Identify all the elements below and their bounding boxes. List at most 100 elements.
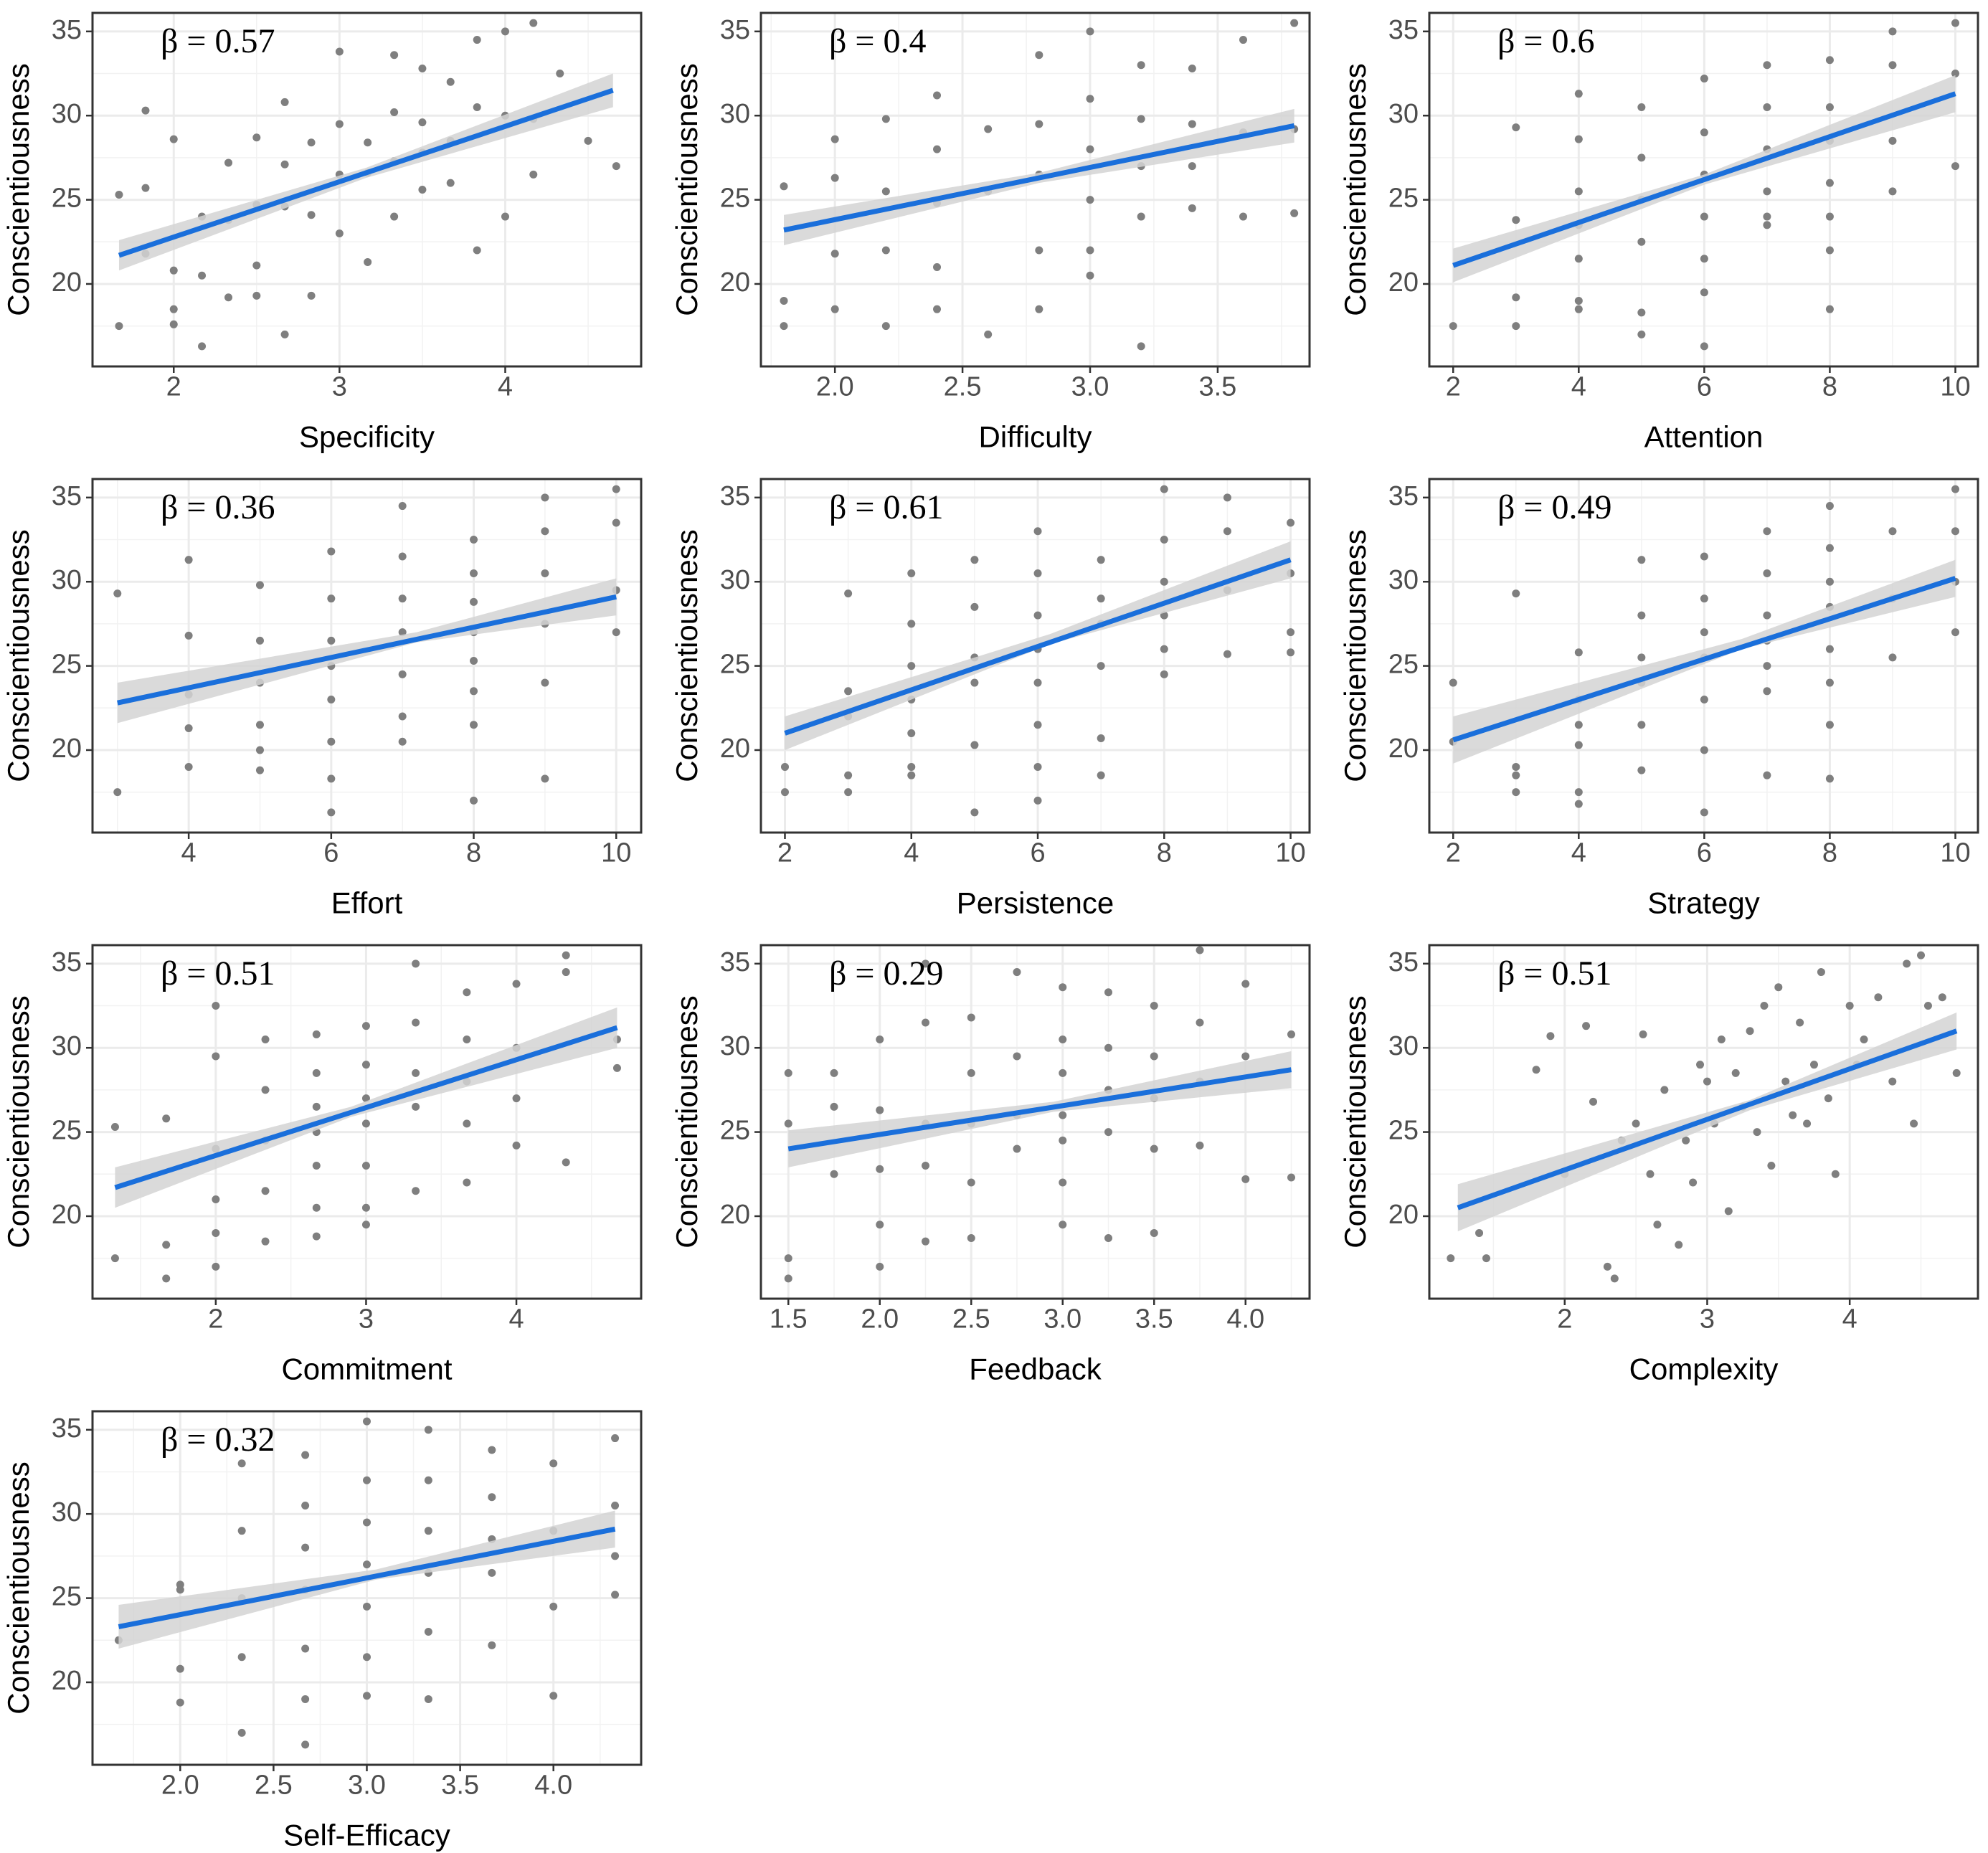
point [361,1119,370,1128]
point [212,1228,220,1237]
point [1825,577,1834,586]
x-axis-title: Strategy [1647,886,1759,919]
y-tick-label: 30 [52,99,82,129]
point [1746,1027,1754,1036]
point [1512,788,1520,797]
y-tick-label: 20 [720,734,750,764]
x-tick-label: 2 [166,371,181,402]
point [1637,653,1646,662]
point [1888,653,1897,662]
point [1888,27,1897,36]
panel: 20 25 30 35 4 6 8 10 β = 0.36 Effort Conscientious… [1,478,643,919]
point [1574,800,1583,808]
point [844,788,853,797]
point [549,1459,558,1468]
point [541,569,549,577]
point [1731,1068,1740,1077]
point [470,569,478,577]
y-tick-label: 35 [1388,481,1419,511]
fit-line [118,1526,616,1629]
x-tick-label: 2 [777,838,792,868]
point [252,291,261,300]
point [1781,1077,1790,1086]
point [1951,19,1959,27]
point [327,808,336,817]
point [1223,493,1231,502]
point [1512,123,1520,132]
point [1033,569,1042,577]
point [1825,103,1834,111]
point [541,527,549,536]
y-axis-title: Conscientiousness [670,995,704,1248]
point [907,771,916,779]
y-tick-label: 20 [720,1200,750,1230]
panel-border [759,11,1311,368]
panel-border [759,944,1311,1300]
point [970,678,979,687]
y-tick-label: 25 [52,1582,82,1612]
point [1763,212,1771,221]
point [1059,1221,1067,1229]
x-axis-title: Persistence [957,886,1114,919]
point [541,493,549,502]
point [1059,1178,1067,1187]
point [255,581,264,589]
point [1696,1061,1705,1069]
point [984,330,993,338]
point [301,1451,310,1459]
point [1033,796,1042,805]
point [784,1254,792,1263]
point [1188,162,1196,171]
point [1574,90,1583,98]
point [784,1274,792,1283]
x-tick-label: 6 [323,838,339,868]
point [1763,662,1771,670]
x-tick-label: 3 [359,1304,374,1334]
point [1860,1035,1868,1043]
point [876,1262,884,1271]
point [327,547,336,556]
point [327,774,336,783]
point [876,1221,884,1229]
point [1951,485,1959,493]
point [922,1162,929,1170]
point [212,1195,220,1203]
point [1512,762,1520,771]
point [301,1501,310,1510]
point [390,212,399,221]
point [1097,594,1105,603]
point [184,556,193,564]
point [1033,762,1042,771]
point [1097,556,1105,564]
point [301,1740,310,1749]
panel-border [759,478,1311,834]
point [363,1602,371,1611]
point [1241,1052,1250,1061]
fit-line [784,557,1292,736]
point [255,636,264,645]
point [1700,212,1708,221]
point [933,305,942,313]
point [1290,19,1299,27]
point [312,1030,321,1038]
annotation: β = 0.57 [161,22,275,60]
point [470,597,478,606]
x-tick-label: 8 [1822,371,1837,402]
point [301,1543,310,1552]
point [780,762,789,771]
x-tick-label: 2.5 [944,371,982,402]
point [1239,212,1247,221]
fit-line [787,1067,1292,1152]
point [1789,1111,1797,1119]
point [398,628,407,637]
point [176,1586,184,1594]
point [198,271,207,280]
point [1700,628,1708,637]
point [470,687,478,696]
x-tick-label: 4 [1571,371,1586,402]
y-tick-label: 35 [52,15,82,45]
y-tick-label: 25 [720,184,750,214]
point [255,766,264,774]
point [1447,1254,1455,1263]
y-tick-label: 20 [1388,267,1419,298]
